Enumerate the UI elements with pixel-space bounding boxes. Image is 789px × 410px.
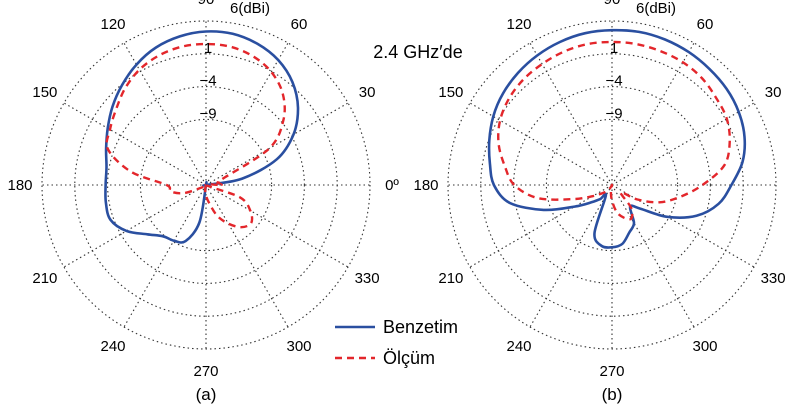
simulated-curve — [104, 30, 300, 244]
grid-spoke — [123, 184, 207, 328]
grid-spoke — [469, 102, 613, 186]
grid-spoke — [205, 102, 349, 186]
radial-tick-label: 6(dBi) — [636, 0, 676, 17]
angle-tick-label: 120 — [100, 16, 125, 33]
caption-a: (a) — [196, 385, 217, 404]
legend-simulated-label: Benzetim — [383, 317, 458, 337]
grid-spoke — [63, 184, 207, 268]
polar-plot-a: 0º 30 60 90 120 150 180 210 240 270 300 330 6(dBi) 1… — [7, 0, 399, 404]
grid-ring — [107, 86, 305, 284]
grid-outer-circle — [41, 20, 371, 350]
simulated-curve-group-a — [104, 30, 300, 244]
caption-b: (b) — [602, 385, 623, 404]
simulated-curve-group-b — [487, 28, 747, 249]
measured-curve-group-a — [105, 42, 286, 229]
angle-tick-label: 90 — [604, 0, 621, 8]
radial-tick-label: 6(dBi) — [230, 0, 270, 17]
angle-tick-label: 300 — [286, 338, 311, 355]
legend-measured-label: Ölçüm — [383, 348, 435, 368]
radial-tick-label: 1 — [610, 40, 618, 57]
grid-spoke — [63, 102, 207, 186]
radial-tick-label: −4 — [605, 73, 622, 90]
measured-curve-group-b — [497, 40, 731, 221]
angle-tick-label: 150 — [438, 84, 463, 101]
grid-spoke — [611, 184, 695, 328]
radial-tick-label: −9 — [605, 105, 622, 122]
grid-spoke — [611, 42, 695, 186]
polar-plot-b: 0º306090120150180210240270300330 6(dBi)1… — [413, 0, 786, 404]
angle-tick-label: 210 — [438, 270, 463, 287]
angle-tick-labels-b: 0º306090120150180210240270300330 — [413, 0, 786, 380]
angle-tick-label: 60 — [291, 16, 308, 33]
angle-tick-label: 270 — [599, 363, 624, 380]
radial-tick-labels-a: 6(dBi) 1 −4 −9 — [199, 0, 270, 122]
polar-grid-a — [41, 20, 371, 350]
radial-tick-label: 1 — [204, 40, 212, 57]
angle-tick-label: 90 — [198, 0, 215, 8]
angle-tick-label: 330 — [355, 270, 380, 287]
legend: Benzetim Ölçüm — [335, 317, 458, 368]
radial-tick-label: −4 — [199, 73, 216, 90]
angle-tick-label: 300 — [692, 338, 717, 355]
angle-tick-label: 150 — [32, 84, 57, 101]
grid-outer-circle — [447, 20, 777, 350]
grid-ring — [139, 118, 273, 252]
angle-tick-labels-a: 0º 30 60 90 120 150 180 210 240 270 300 330 — [7, 0, 399, 380]
grid-spoke — [469, 184, 613, 268]
angle-tick-label: 120 — [506, 16, 531, 33]
measured-curve — [497, 40, 731, 221]
frequency-annotation: 2.4 GHz′de — [373, 42, 462, 62]
grid-spoke — [123, 42, 207, 186]
simulated-curve — [487, 28, 747, 249]
angle-tick-label: 240 — [506, 338, 531, 355]
grid-spoke — [205, 184, 289, 328]
grid-spoke — [205, 42, 289, 186]
grid-ring — [545, 118, 679, 252]
angle-tick-label: 0º — [385, 177, 399, 194]
angle-tick-label: 60 — [697, 16, 714, 33]
angle-tick-label: 330 — [761, 270, 786, 287]
grid-spoke — [529, 42, 613, 186]
angle-tick-label: 210 — [32, 270, 57, 287]
angle-tick-label: 180 — [413, 177, 438, 194]
grid-spoke — [205, 184, 349, 268]
angle-tick-label: 30 — [765, 84, 782, 101]
polar-grid-b — [447, 20, 777, 350]
angle-tick-label: 240 — [100, 338, 125, 355]
radial-tick-labels-b: 6(dBi) 1 −4 −9 — [605, 0, 676, 122]
grid-spoke — [529, 184, 613, 328]
angle-tick-label: 30 — [359, 84, 376, 101]
angle-tick-label: 270 — [193, 363, 218, 380]
radial-tick-label: −9 — [199, 105, 216, 122]
grid-ring — [513, 86, 711, 284]
measured-curve — [105, 42, 286, 229]
angle-tick-label: 180 — [7, 177, 32, 194]
grid-spoke — [611, 102, 755, 186]
